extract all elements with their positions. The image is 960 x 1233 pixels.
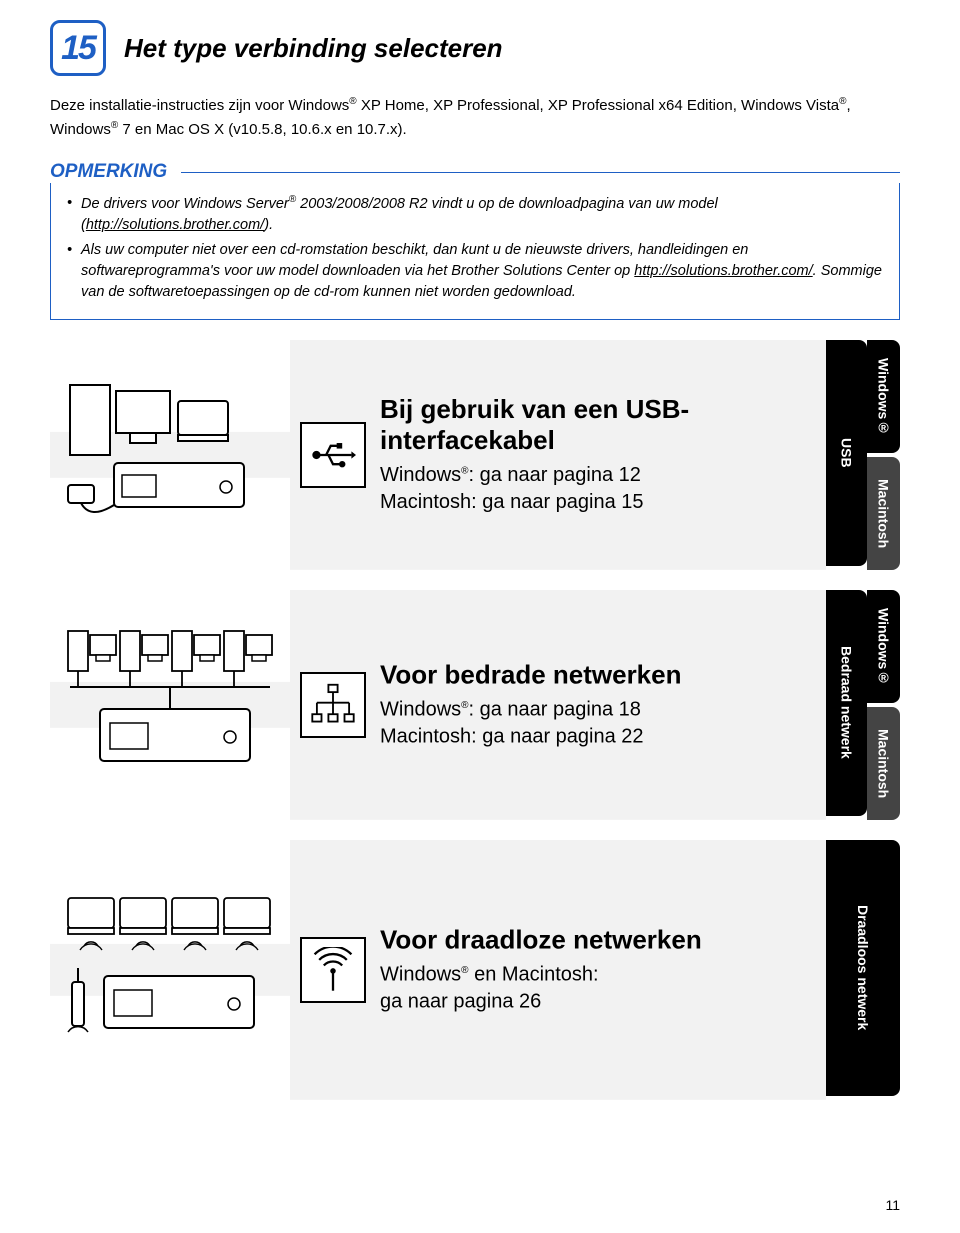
side-tabs: USB Windows® Macintosh Bedraad netwerk W…: [826, 340, 900, 1100]
option-usb: Bij gebruik van een USB-interfacekabel Wi…: [50, 340, 826, 570]
usb-illustration: [50, 340, 290, 570]
tab-wireless: Draadloos netwerk: [826, 840, 900, 1096]
option-lines: Windows® en Macintosh:ga naar pagina 26: [380, 961, 702, 1015]
option-title: Bij gebruik van een USB-interfacekabel: [380, 394, 826, 456]
option-text: Bij gebruik van een USB-interfacekabel Wi…: [380, 394, 826, 516]
option-text: Voor draadloze netwerken Windows® en Maci…: [380, 924, 702, 1015]
step-title: Het type verbinding selecteren: [124, 33, 503, 64]
tab-wired-windows: Windows®: [867, 590, 900, 703]
note-item: Als uw computer niet over een cd-romstat…: [65, 240, 885, 303]
option-title: Voor draadloze netwerken: [380, 924, 702, 955]
option-text: Voor bedrade netwerken Windows®: ga naar …: [380, 659, 682, 750]
tab-usb-windows: Windows®: [867, 340, 900, 453]
intro-paragraph: Deze installatie-instructies zijn voor W…: [50, 94, 900, 141]
option-title: Voor bedrade netwerken: [380, 659, 682, 690]
page-number: 11: [885, 1197, 900, 1213]
note-box: OPMERKING De drivers voor Windows Server…: [50, 161, 900, 320]
option-lines: Windows®: ga naar pagina 18Macintosh: ga…: [380, 696, 682, 750]
wired-icon: [300, 672, 366, 738]
tab-wired: Bedraad netwerk: [826, 590, 867, 816]
option-lines: Windows®: ga naar pagina 12Macintosh: ga…: [380, 462, 826, 516]
note-item: De drivers voor Windows Server® 2003/200…: [65, 193, 885, 236]
note-label: OPMERKING: [50, 161, 181, 183]
note-rule: [181, 172, 900, 173]
option-wireless: Voor draadloze netwerken Windows® en Maci…: [50, 840, 826, 1100]
wireless-icon: [300, 937, 366, 1003]
tab-usb-mac: Macintosh: [867, 457, 900, 570]
tab-wired-mac: Macintosh: [867, 707, 900, 820]
step-header: 15 Het type verbinding selecteren: [50, 20, 900, 76]
wired-illustration: [50, 590, 290, 820]
option-wired: Voor bedrade netwerken Windows®: ga naar …: [50, 590, 826, 820]
step-number-badge: 15: [50, 20, 106, 76]
wireless-illustration: [50, 840, 290, 1100]
tab-usb: USB: [826, 340, 867, 566]
note-list: De drivers voor Windows Server® 2003/200…: [65, 193, 885, 303]
usb-icon: [300, 422, 366, 488]
